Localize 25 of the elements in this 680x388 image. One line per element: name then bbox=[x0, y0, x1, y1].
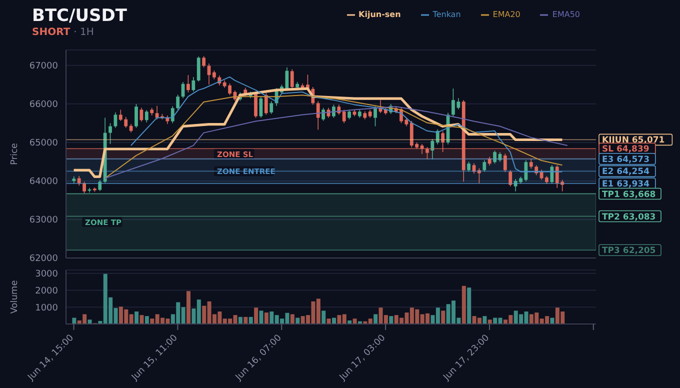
ref-line-label: TP1 63,668 bbox=[602, 190, 656, 200]
y-tick-label: 1000 bbox=[35, 303, 58, 314]
ref-line-label: SL 64,839 bbox=[602, 144, 650, 155]
ref-line-label: TP3 62,205 bbox=[602, 246, 656, 256]
y-axis-title: Price bbox=[10, 142, 20, 165]
ref-line-label: KIJUN 65,071 bbox=[602, 136, 665, 146]
chart-subtitle: SHORT · 1H bbox=[32, 27, 94, 38]
ref-line-label: TP2 63,083 bbox=[602, 212, 656, 222]
legend-label: EMA20 bbox=[492, 10, 520, 19]
legend-label: EMA50 bbox=[551, 10, 580, 19]
y-axis-title: Volume bbox=[10, 280, 20, 314]
legend-label: Tenkan bbox=[432, 10, 461, 19]
y-tick-label: 62000 bbox=[29, 254, 58, 264]
legend-label: Kijun-sen bbox=[358, 10, 401, 19]
chart-title: BTC/USDT bbox=[32, 6, 127, 26]
y-tick-label: 63000 bbox=[29, 216, 58, 226]
ref-line-label: E3 64,573 bbox=[602, 154, 650, 165]
y-tick-label: 65000 bbox=[29, 138, 58, 149]
ref-line-label: E1 63,934 bbox=[602, 180, 650, 190]
y-tick-label: 3000 bbox=[35, 270, 58, 280]
ref-line-label: E2 64,254 bbox=[602, 167, 650, 178]
y-tick-label: 67000 bbox=[29, 62, 58, 72]
y-tick-label: 64000 bbox=[29, 177, 58, 188]
y-tick-label: 2000 bbox=[35, 286, 58, 296]
y-tick-label: 66000 bbox=[29, 100, 58, 110]
